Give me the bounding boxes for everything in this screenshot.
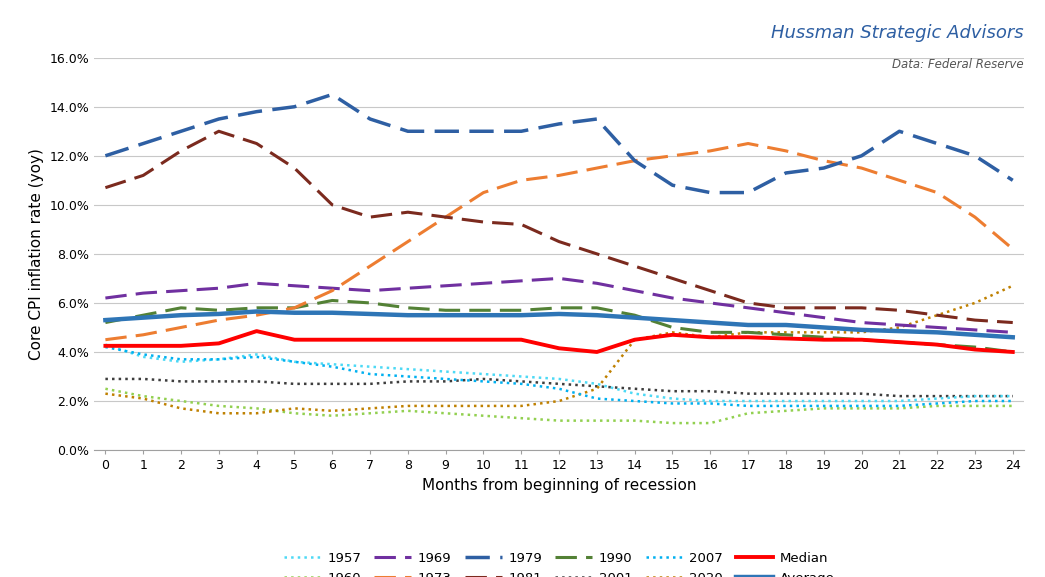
X-axis label: Months from beginning of recession: Months from beginning of recession (422, 478, 696, 493)
Legend: 1957, 1960, 1969, 1973, 1979, 1981, 1990, 2001, 2007, 2020, Median, Average: 1957, 1960, 1969, 1973, 1979, 1981, 1990… (283, 552, 835, 577)
Text: Data: Federal Reserve: Data: Federal Reserve (892, 58, 1024, 71)
Y-axis label: Core CPI inflation rate (yoy): Core CPI inflation rate (yoy) (29, 148, 44, 360)
Text: Hussman Strategic Advisors: Hussman Strategic Advisors (771, 24, 1024, 42)
